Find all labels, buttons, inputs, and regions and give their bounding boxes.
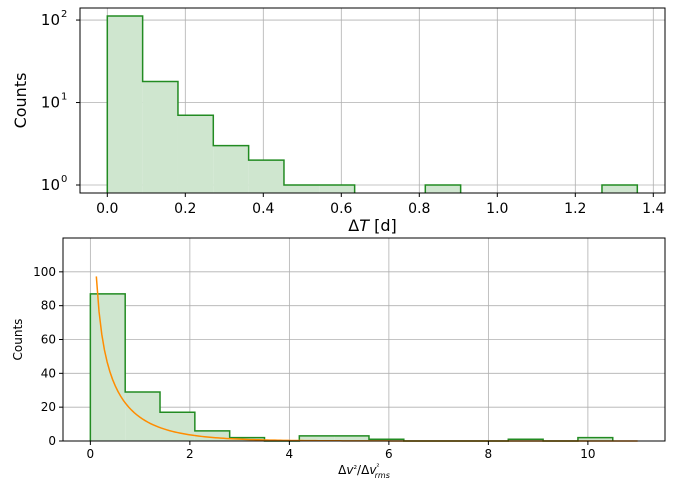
top-x-tick-label: 0.0	[96, 201, 118, 217]
bottom-y-tick-label: 80	[41, 299, 56, 313]
bottom-x-ticks: 0 2 4 6 8 10	[87, 441, 596, 461]
bottom-x-axis-label: Δv²/Δv² rms	[338, 462, 390, 480]
bottom-bar	[194, 430, 230, 441]
top-bar	[177, 115, 214, 193]
top-x-tick-label: 0.8	[408, 201, 430, 217]
top-x-ticks: 0.0 0.2 0.4 0.6 0.8 1.0 1.2 1.4	[96, 193, 665, 217]
top-x-tick-label: 1.4	[642, 201, 664, 217]
bottom-x-tick-label: 4	[286, 447, 294, 461]
top-histogram-outline	[106, 15, 639, 193]
bottom-y-tick-label: 20	[41, 400, 56, 414]
bottom-bar	[160, 412, 195, 441]
bottom-x-tick-label: 8	[485, 447, 493, 461]
top-y-tick-exponent: 1	[61, 92, 67, 103]
top-bar	[283, 185, 320, 193]
top-axes-frame	[79, 7, 666, 194]
top-y-tick-label: 10	[41, 176, 60, 194]
top-x-tick-label: 0.4	[252, 201, 274, 217]
bottom-bar	[334, 435, 369, 441]
bottom-x-tick-label: 10	[580, 447, 595, 461]
top-y-tick-exponent: 0	[61, 174, 67, 185]
top-x-tick-label: 1.0	[486, 201, 508, 217]
top-bar	[425, 185, 461, 193]
bottom-y-axis-label: Counts	[11, 319, 25, 361]
bottom-x-tick-label: 2	[186, 447, 194, 461]
top-bar	[142, 81, 178, 193]
top-x-tick-label: 0.2	[174, 201, 196, 217]
bottom-bar	[508, 439, 544, 441]
bottom-bar	[299, 435, 335, 441]
top-x-axis-label: ΔT [d]	[348, 216, 396, 235]
top-bar	[601, 185, 638, 193]
top-y-tick-label: 10	[41, 94, 60, 112]
top-bar	[213, 145, 249, 193]
bottom-y-tick-label: 100	[33, 265, 56, 279]
bottom-bars	[90, 293, 613, 441]
bottom-bar	[577, 437, 613, 441]
bottom-histogram-outline	[89, 293, 614, 442]
bottom-bar	[125, 391, 161, 441]
top-bar	[319, 185, 355, 193]
top-bar	[248, 160, 284, 193]
top-bar	[107, 15, 143, 193]
bottom-y-ticks: 0 20 40 60 80 100	[33, 265, 63, 448]
bottom-histogram-panel: 0 2 4 6 8 10 0 20 40 60 80 100 Δv²/Δv² rms Counts	[11, 237, 666, 480]
top-x-tick-label: 1.2	[564, 201, 586, 217]
bottom-y-tick-label: 60	[41, 333, 56, 347]
bottom-bar	[368, 439, 404, 441]
bottom-y-tick-label: 0	[48, 434, 56, 448]
bottom-x-tick-label: 0	[87, 447, 95, 461]
top-y-tick-exponent: 2	[61, 9, 67, 20]
bottom-x-tick-label: 6	[385, 447, 393, 461]
top-y-tick-label: 10	[41, 11, 60, 29]
top-x-tick-label: 0.6	[330, 201, 352, 217]
top-y-axis-label: Counts	[11, 73, 30, 129]
bottom-y-tick-label: 40	[41, 366, 56, 380]
bottom-bar	[90, 293, 126, 441]
top-bars	[107, 15, 638, 193]
